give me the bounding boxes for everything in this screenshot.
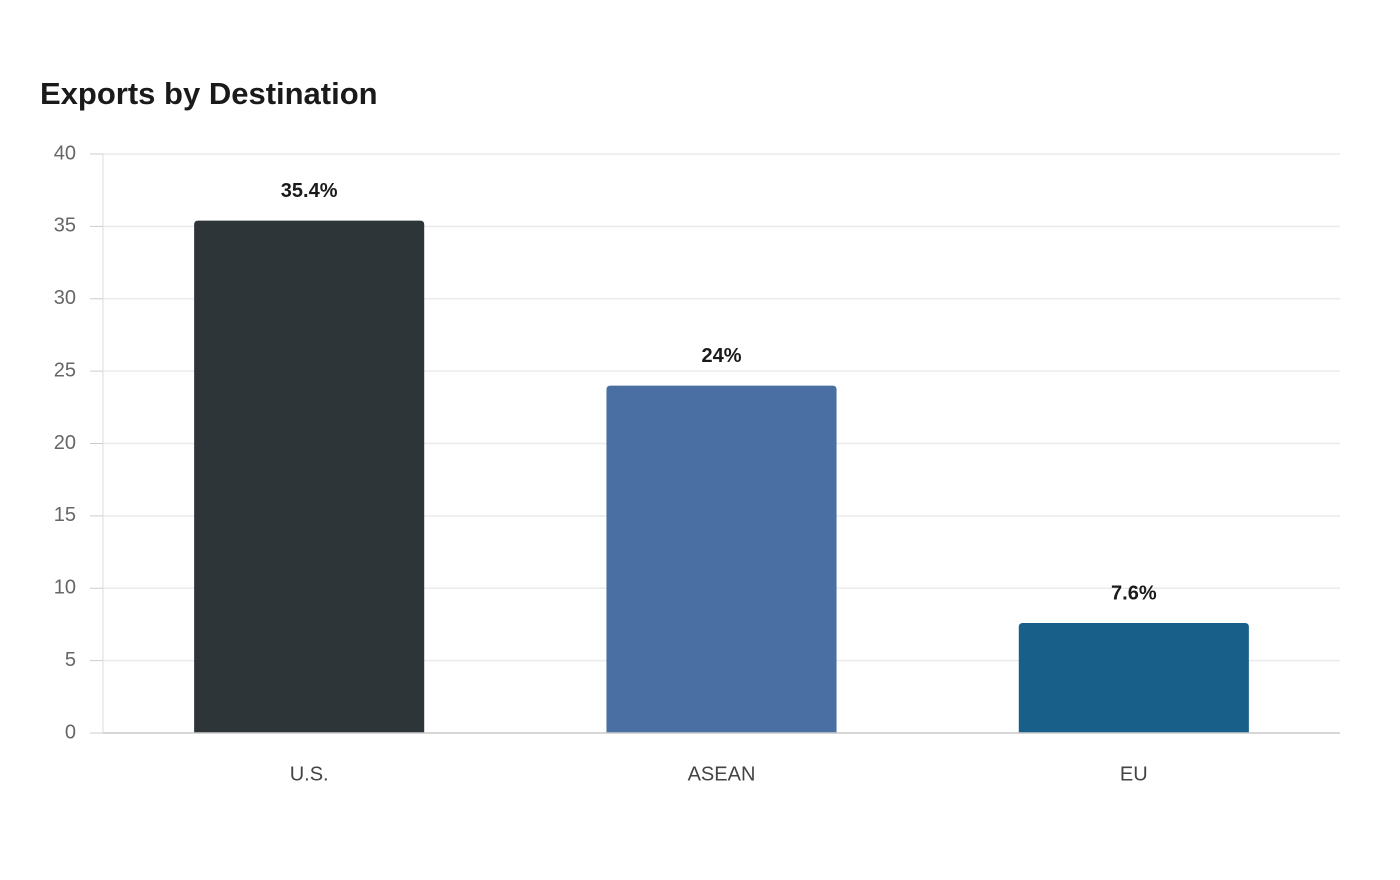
- y-tick-label: 20: [54, 432, 76, 454]
- x-tick-label: U.S.: [290, 763, 329, 785]
- bar: [1018, 622, 1249, 733]
- data-label: 24%: [701, 345, 741, 367]
- y-tick-label: 40: [54, 142, 76, 164]
- y-tick-label: 30: [54, 287, 76, 309]
- y-tick-label: 35: [54, 215, 76, 237]
- x-tick-label: ASEAN: [688, 763, 756, 785]
- y-tick-label: 25: [54, 359, 76, 381]
- data-label: 7.6%: [1111, 582, 1157, 604]
- data-label: 35.4%: [281, 180, 338, 202]
- y-tick-label: 0: [65, 721, 76, 743]
- chart-title: Exports by Destination: [40, 76, 378, 111]
- y-tick-label: 10: [54, 577, 76, 599]
- y-tick-label: 15: [54, 504, 76, 526]
- bar: [194, 220, 425, 733]
- y-tick-label: 5: [65, 649, 76, 671]
- x-tick-label: EU: [1120, 763, 1148, 785]
- bar: [606, 385, 837, 733]
